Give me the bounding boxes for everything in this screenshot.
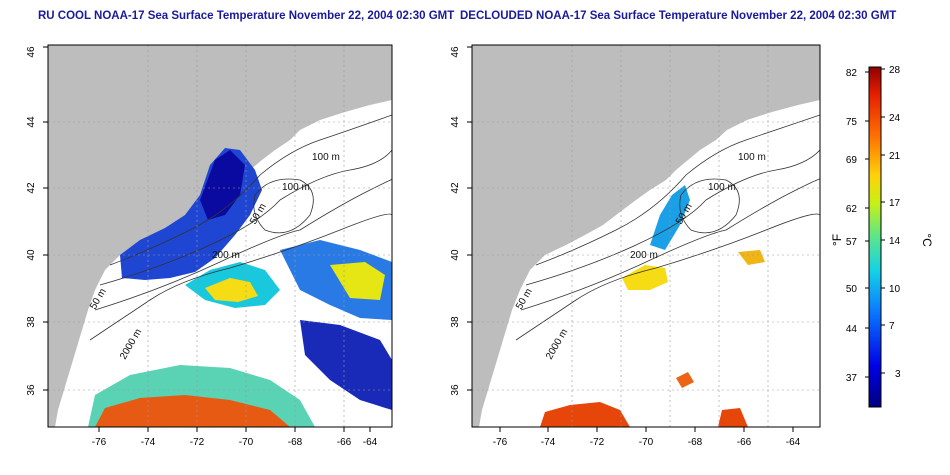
contour-label: 200 m — [630, 250, 658, 261]
celsius-tick: 24 — [889, 113, 901, 124]
contour-label: 100 m — [282, 182, 310, 193]
sst-gulfstream-hot — [95, 395, 290, 427]
lat-tick-label: 42 — [450, 182, 461, 194]
lat-tick-label: 44 — [26, 116, 37, 128]
contour-200m — [94, 178, 392, 311]
contour-100m — [99, 149, 392, 286]
fahrenheit-tick: 50 — [846, 284, 858, 295]
colorbar-gradient — [868, 66, 882, 408]
celsius-tick: 3 — [895, 369, 901, 380]
contour-label: 100 m — [312, 152, 340, 163]
celsius-unit-label: °C — [920, 233, 934, 247]
lon-tick-label: -70 — [639, 437, 654, 448]
land-mass — [472, 45, 820, 427]
celsius-tick: 17 — [889, 198, 901, 209]
lon-tick-label: -76 — [92, 437, 107, 448]
contour-50m — [109, 114, 392, 266]
lat-tick-label: 46 — [450, 46, 461, 58]
contour-100m — [525, 149, 820, 286]
sst-south-hot — [540, 402, 630, 427]
sst-warm-patch — [205, 278, 258, 302]
contour-50m — [535, 114, 820, 266]
sst-southeast-cold — [300, 320, 392, 410]
land-mass — [48, 45, 392, 427]
gridlines-left — [48, 45, 392, 427]
celsius-tick: 21 — [889, 151, 901, 162]
fahrenheit-tick: 44 — [846, 324, 858, 335]
lon-tick-label: -74 — [541, 437, 556, 448]
lat-tick-label: 46 — [26, 46, 37, 58]
fahrenheit-tick: 75 — [846, 117, 858, 128]
contour-georges — [679, 178, 740, 234]
celsius-tick: 28 — [889, 65, 901, 76]
lat-tick-label: 42 — [26, 182, 37, 194]
contour-label: 200 m — [212, 250, 240, 261]
lon-tick-label: -64 — [786, 437, 801, 448]
lat-tick-label: 36 — [450, 384, 461, 396]
map-title-left: RU COOL NOAA-17 Sea Surface Temperature … — [38, 10, 455, 22]
lon-tick-label: -72 — [590, 437, 605, 448]
lon-tick-label: -64 — [363, 437, 378, 448]
sst-south-hot-east — [718, 408, 748, 427]
lon-tick-label: -70 — [239, 437, 254, 448]
land-nova-scotia — [726, 60, 820, 100]
celsius-tick: 14 — [889, 236, 901, 247]
contour-2000m — [515, 213, 820, 341]
lat-tick-label: 44 — [450, 116, 461, 128]
lon-tick-label: -74 — [141, 437, 156, 448]
lat-tick-label: 36 — [26, 384, 37, 396]
gridlines-right — [472, 45, 820, 427]
fahrenheit-unit-label: °F — [830, 234, 844, 246]
fahrenheit-tick: 62 — [846, 204, 858, 215]
contour-label: 100 m — [708, 182, 736, 193]
fahrenheit-tick: 57 — [846, 237, 858, 248]
celsius-tick: 7 — [889, 321, 895, 332]
land-nova-scotia — [300, 60, 392, 100]
fahrenheit-tick: 69 — [846, 155, 858, 166]
sst-eastern-patch — [280, 240, 392, 320]
lat-tick-label: 40 — [26, 249, 37, 261]
temperature-colorbar: 82 75 69 62 57 50 44 37 28 24 21 17 14 1… — [830, 65, 934, 408]
lon-tick-label: -68 — [288, 437, 303, 448]
sst-warm-dots — [738, 250, 765, 265]
map-frame-left — [47, 44, 393, 428]
fahrenheit-tick: 37 — [846, 373, 858, 384]
lat-tick-label: 38 — [26, 316, 37, 328]
lon-tick-label: -66 — [337, 437, 352, 448]
sst-warm-patch — [622, 265, 668, 290]
celsius-tick: 10 — [889, 284, 901, 295]
sst-mid-hot — [676, 372, 694, 388]
contour-2000m — [89, 213, 392, 341]
lon-tick-label: -68 — [688, 437, 703, 448]
lat-tick-label: 38 — [450, 316, 461, 328]
map-panel-right — [472, 45, 820, 427]
fahrenheit-tick: 82 — [846, 68, 858, 79]
lon-tick-label: -72 — [190, 437, 205, 448]
map-title-right: DECLOUDED NOAA-17 Sea Surface Temperatur… — [460, 10, 897, 22]
contour-label: 100 m — [738, 152, 766, 163]
sst-coldest-region — [200, 150, 245, 220]
contour-georges — [253, 178, 314, 234]
lon-tick-label: -66 — [737, 437, 752, 448]
lon-tick-label: -76 — [493, 437, 508, 448]
lat-tick-label: 40 — [450, 249, 461, 261]
